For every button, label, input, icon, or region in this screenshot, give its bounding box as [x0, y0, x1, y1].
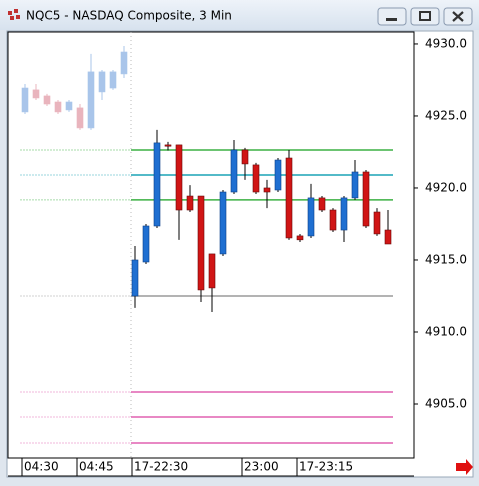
- candle-body: [351, 171, 359, 199]
- candle-body: [263, 187, 271, 193]
- candle-body: [21, 87, 29, 113]
- candle-body: [318, 197, 326, 211]
- close-button[interactable]: [443, 7, 473, 26]
- candle-body: [175, 144, 183, 211]
- candle-body: [76, 107, 84, 129]
- candle-body: [208, 253, 216, 289]
- candle-body: [241, 149, 249, 165]
- candle-body: [87, 71, 95, 129]
- x-tick-label: 04:30: [24, 460, 59, 474]
- candle-body: [65, 101, 73, 111]
- candle-body: [340, 197, 348, 231]
- candle-body: [285, 157, 293, 239]
- y-tick-label: 4920.0: [425, 180, 467, 194]
- candle-body: [296, 235, 304, 241]
- candle-body: [164, 144, 172, 147]
- candle-body: [131, 259, 139, 297]
- maximize-button[interactable]: [410, 7, 440, 26]
- candle-body: [373, 211, 381, 235]
- candle-body: [230, 149, 238, 193]
- candle-body: [219, 191, 227, 255]
- candle-body: [329, 209, 337, 231]
- candle-body: [142, 225, 150, 263]
- candle-body: [252, 164, 260, 193]
- plot-area: [7, 31, 415, 459]
- candle-body: [54, 101, 62, 113]
- window-title: NQC5 - NASDAQ Composite, 3 Min: [26, 9, 232, 23]
- candle-body: [109, 71, 117, 89]
- x-tick-label: 17-23:15: [299, 460, 353, 474]
- y-tick-label: 4905.0: [425, 396, 467, 410]
- x-tick-label: 23:00: [244, 460, 279, 474]
- candle-body: [197, 195, 205, 291]
- y-tick-label: 4925.0: [425, 108, 467, 122]
- candle-body: [362, 171, 370, 227]
- candle-body: [120, 51, 128, 75]
- candle-body: [98, 71, 106, 93]
- minimize-button[interactable]: [377, 7, 407, 26]
- candle-body: [274, 159, 282, 191]
- scroll-arrow[interactable]: [456, 459, 473, 475]
- window-icon: [8, 9, 20, 20]
- candle-body: [153, 142, 161, 227]
- y-tick-label: 4915.0: [425, 252, 467, 266]
- candle-body: [32, 89, 40, 99]
- x-tick-label: 17-22:30: [134, 460, 188, 474]
- candle-body: [384, 229, 392, 245]
- candle-body: [186, 195, 194, 211]
- candle-body: [307, 197, 315, 237]
- candle-body: [43, 95, 51, 105]
- y-tick-label: 4910.0: [425, 324, 467, 338]
- y-tick-label: 4930.0: [425, 36, 467, 50]
- x-tick-label: 04:45: [79, 460, 114, 474]
